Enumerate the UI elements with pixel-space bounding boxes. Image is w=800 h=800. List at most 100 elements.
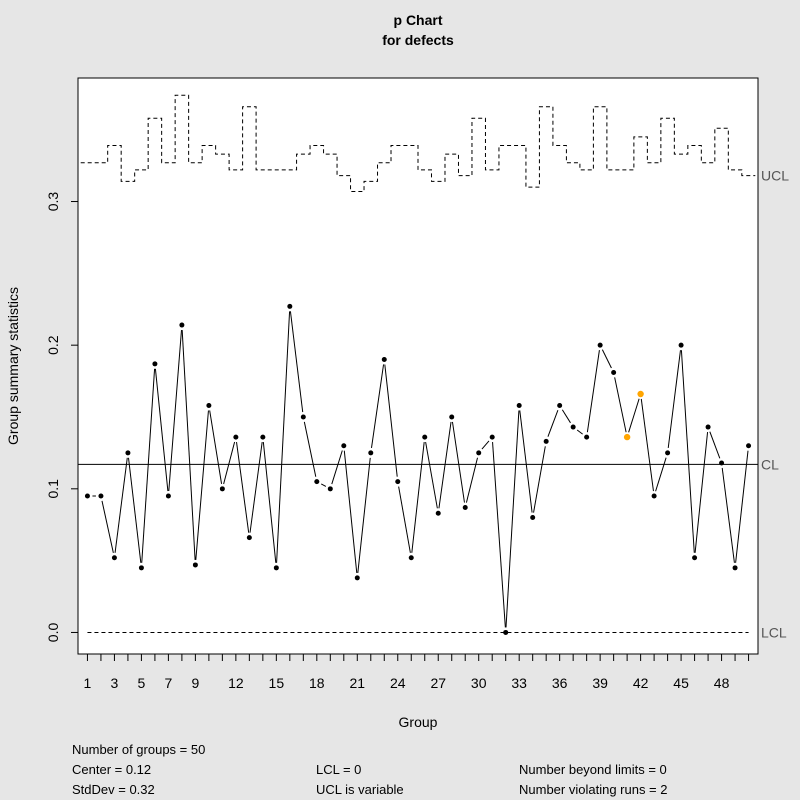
data-point <box>273 565 279 571</box>
series-segment <box>181 330 196 560</box>
series-segment <box>561 409 571 424</box>
series-segment <box>114 457 128 553</box>
series-segment <box>465 457 478 503</box>
series-segment <box>655 457 667 492</box>
series-segment <box>586 350 600 433</box>
series-segment <box>195 410 209 561</box>
stat-number-of-groups: Number of groups = 50 <box>72 742 206 757</box>
series-segment <box>209 410 223 484</box>
data-point <box>341 443 347 449</box>
data-point <box>125 450 131 456</box>
data-point <box>746 443 752 449</box>
stats-col-2: LCL = 0 UCL is variable <box>316 760 404 800</box>
data-point <box>233 434 239 440</box>
data-point <box>314 479 320 485</box>
series-segment <box>398 486 411 553</box>
stats-col-1: Number of groups = 50 Center = 0.12 StdD… <box>72 740 205 800</box>
x-tick-label: 24 <box>390 675 406 691</box>
series-segment <box>357 457 371 573</box>
data-point <box>516 403 522 409</box>
x-tick-label: 12 <box>228 675 244 691</box>
series-segment <box>451 421 465 503</box>
series-segment <box>614 377 627 433</box>
data-point <box>152 361 158 367</box>
x-tick-label: 7 <box>164 675 172 691</box>
x-tick-label: 48 <box>714 675 730 691</box>
x-tick-label: 45 <box>673 675 689 691</box>
data-point <box>732 565 738 571</box>
stat-violating-runs: Number violating runs = 2 <box>519 782 668 797</box>
series-segment <box>343 450 358 573</box>
series-segment <box>331 450 343 485</box>
data-point <box>623 433 631 441</box>
x-tick-label: 15 <box>269 675 285 691</box>
series-segment <box>128 457 142 563</box>
stats-col-3: Number beyond limits = 0 Number violatin… <box>519 760 668 800</box>
series-segment <box>249 441 263 533</box>
series-segment <box>168 330 182 492</box>
x-tick-label: 27 <box>430 675 446 691</box>
x-tick-label: 39 <box>592 675 608 691</box>
series-segment <box>667 350 681 449</box>
series-segment <box>223 441 236 485</box>
data-point <box>327 486 333 492</box>
y-tick-label: 0.0 <box>45 623 61 643</box>
chart-subtitle: for defects <box>382 32 454 48</box>
series-segment <box>289 311 304 413</box>
data-point <box>611 369 617 375</box>
data-point <box>692 555 698 561</box>
series-segment <box>735 450 749 563</box>
data-point <box>557 403 563 409</box>
data-point <box>219 486 225 492</box>
series-segment <box>576 429 583 435</box>
cl-label: CL <box>761 456 779 472</box>
series-segment <box>370 364 385 449</box>
data-point <box>179 322 185 328</box>
plot-area <box>77 77 759 655</box>
data-point <box>300 414 306 420</box>
x-tick-label: 9 <box>191 675 199 691</box>
ucl-line <box>80 94 756 192</box>
y-tick-label: 0.3 <box>45 192 61 212</box>
series-segment <box>640 398 654 492</box>
data-point <box>138 565 144 571</box>
data-point <box>260 434 266 440</box>
data-point <box>705 424 711 430</box>
data-point <box>489 434 495 440</box>
data-point <box>503 629 509 635</box>
series-segment <box>694 431 709 553</box>
data-point <box>449 414 455 420</box>
data-point <box>98 493 104 499</box>
series-segment <box>303 421 317 477</box>
data-point <box>637 390 644 398</box>
data-point <box>395 479 401 485</box>
data-point <box>422 434 428 440</box>
series-segment <box>492 442 506 628</box>
data-point <box>570 424 576 430</box>
series-segment <box>276 311 291 563</box>
data-point <box>678 342 684 348</box>
series-segment <box>709 431 721 459</box>
x-tick-label: 5 <box>138 675 146 691</box>
y-tick-label: 0.1 <box>45 479 61 499</box>
series-segment <box>438 421 452 509</box>
x-tick-label: 1 <box>84 675 92 691</box>
data-point <box>462 504 468 510</box>
ucl-label: UCL <box>761 168 789 184</box>
y-tick-label: 0.2 <box>45 335 61 355</box>
stat-stddev: StdDev = 0.32 <box>72 782 155 797</box>
chart-title: p Chart <box>394 12 443 28</box>
data-point <box>84 493 90 499</box>
data-point <box>584 434 590 440</box>
series-segment <box>519 410 533 513</box>
series-segment <box>505 410 520 628</box>
data-point <box>368 450 374 456</box>
data-point <box>287 303 293 309</box>
series-segment <box>547 410 559 437</box>
series-segment <box>262 442 277 563</box>
data-point <box>408 555 414 561</box>
series-segment <box>101 500 114 553</box>
y-axis-label: Group summary statistics <box>5 287 21 445</box>
series-segment <box>481 440 490 450</box>
series-segment <box>320 483 327 487</box>
